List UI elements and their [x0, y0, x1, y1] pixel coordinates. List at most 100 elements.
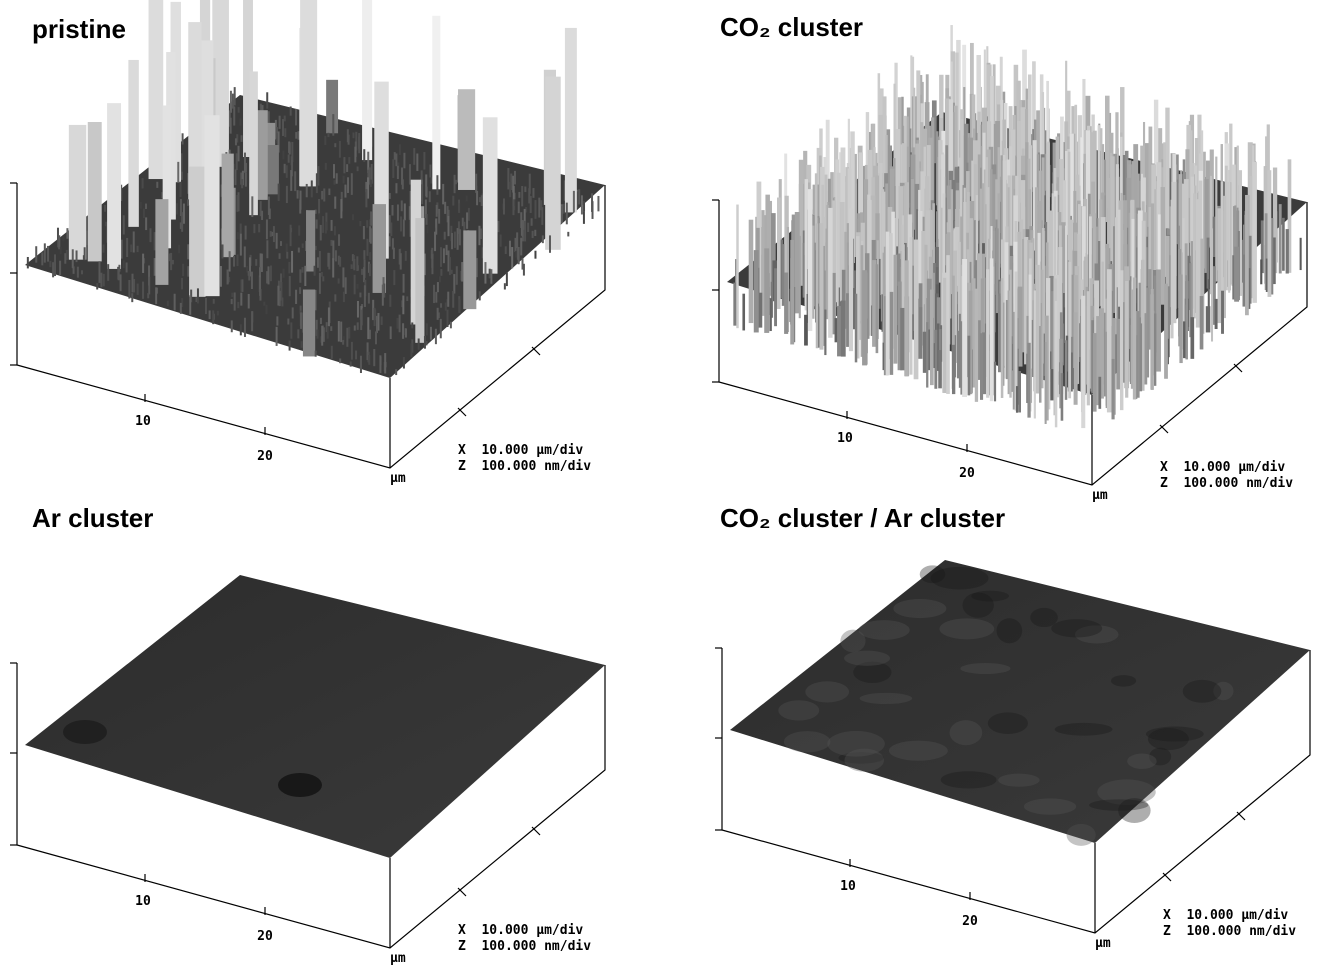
surface-texture: [853, 661, 892, 684]
surface-spike: [326, 79, 339, 134]
surface-spike: [1024, 237, 1029, 365]
surface-spike: [349, 361, 352, 367]
surface-spike: [204, 298, 207, 315]
surface-spike: [220, 240, 223, 250]
surface-spike: [850, 131, 855, 264]
surface-spike: [572, 190, 575, 213]
surface-texture: [1118, 798, 1151, 824]
surface-spike: [968, 137, 974, 235]
surface-spike: [289, 224, 292, 247]
surface-spike: [253, 224, 256, 234]
surface-spike: [314, 289, 317, 311]
surface-spike: [927, 329, 931, 371]
surface-spike: [893, 83, 896, 227]
surface-spike: [148, 265, 151, 286]
surface-spike: [318, 251, 321, 272]
surface-spike: [381, 284, 384, 306]
surface-spike: [962, 259, 967, 398]
surface-spike: [439, 318, 442, 339]
surface-spike: [131, 293, 134, 303]
surface-spike: [1114, 217, 1120, 335]
surface-spike: [891, 211, 895, 349]
surface-spike: [87, 122, 102, 262]
surface-spike: [1272, 237, 1276, 285]
surface-spike: [831, 272, 836, 335]
surface-spike: [156, 181, 159, 188]
surface-spike: [397, 162, 400, 169]
surface-spike: [436, 282, 439, 293]
surface-spike: [315, 173, 318, 194]
surface-spike: [342, 175, 345, 184]
surface-spike: [278, 115, 281, 129]
surface-texture: [1051, 619, 1103, 638]
surface-spike: [893, 254, 898, 364]
surface-spike: [282, 119, 285, 136]
surface-spike: [363, 149, 366, 163]
surface-spike: [166, 300, 169, 307]
surface-spike: [350, 264, 353, 269]
surface-spike: [175, 203, 178, 215]
surface-spike: [132, 231, 135, 253]
surface-spike: [1137, 210, 1143, 351]
surface-spike: [508, 240, 511, 257]
surface-spike: [1144, 313, 1148, 385]
surface-spike: [517, 201, 520, 214]
surface-spike: [401, 179, 404, 190]
surface-spike: [917, 307, 923, 359]
surface-spike: [938, 140, 943, 283]
surface-spike: [946, 255, 950, 394]
surface-spike: [943, 277, 947, 394]
surface-spike: [444, 302, 447, 311]
surface-spike: [478, 225, 481, 246]
surface-spike: [291, 307, 294, 319]
surface-spike: [300, 341, 303, 348]
surface-spike: [597, 195, 600, 212]
surface-spike: [532, 188, 535, 198]
surface-spike: [981, 332, 987, 395]
surface-spike: [816, 306, 821, 348]
surface-spike: [149, 228, 152, 243]
surface-spike: [133, 279, 136, 293]
surface-spike: [452, 195, 455, 206]
surface-spike: [446, 299, 449, 307]
surface-spike: [1204, 179, 1209, 273]
surface-spike: [125, 262, 128, 273]
surface-spike: [467, 207, 470, 221]
surface-spike: [1221, 290, 1224, 334]
surface-spike: [937, 323, 940, 371]
surface-spike: [810, 225, 815, 319]
surface-spike: [393, 270, 396, 286]
surface-spike: [1150, 288, 1154, 390]
surface-spike: [458, 299, 461, 314]
surface-spike: [952, 112, 955, 226]
surface-spike: [142, 253, 145, 273]
surface-texture: [783, 731, 831, 753]
surface-spike: [440, 247, 443, 267]
surface-spike: [1062, 228, 1067, 332]
surface-spike: [507, 167, 510, 190]
surface-spike: [305, 183, 308, 198]
surface-spike: [1265, 258, 1269, 292]
surface-spike: [576, 191, 579, 209]
surface-spike: [442, 248, 445, 264]
surface-spike: [1100, 128, 1103, 257]
surface-spike: [300, 312, 303, 329]
surface-spike: [1031, 238, 1035, 350]
surface-spike: [280, 281, 283, 301]
surface-spike: [239, 233, 242, 256]
surface-spike: [770, 213, 776, 296]
surface-spike: [440, 303, 443, 308]
surface-spike: [1282, 217, 1285, 271]
x-tick-label: 10: [837, 431, 853, 446]
surface-texture: [858, 620, 910, 640]
surface-spike: [297, 329, 300, 339]
surface-spike: [1064, 340, 1068, 400]
surface-spike: [828, 207, 833, 338]
surface-spike: [401, 300, 404, 308]
surface-spike: [580, 195, 583, 215]
surface-spike: [951, 344, 956, 395]
surface-spike: [452, 290, 455, 308]
surface-spike: [901, 96, 904, 189]
surface-spike: [1137, 323, 1143, 392]
